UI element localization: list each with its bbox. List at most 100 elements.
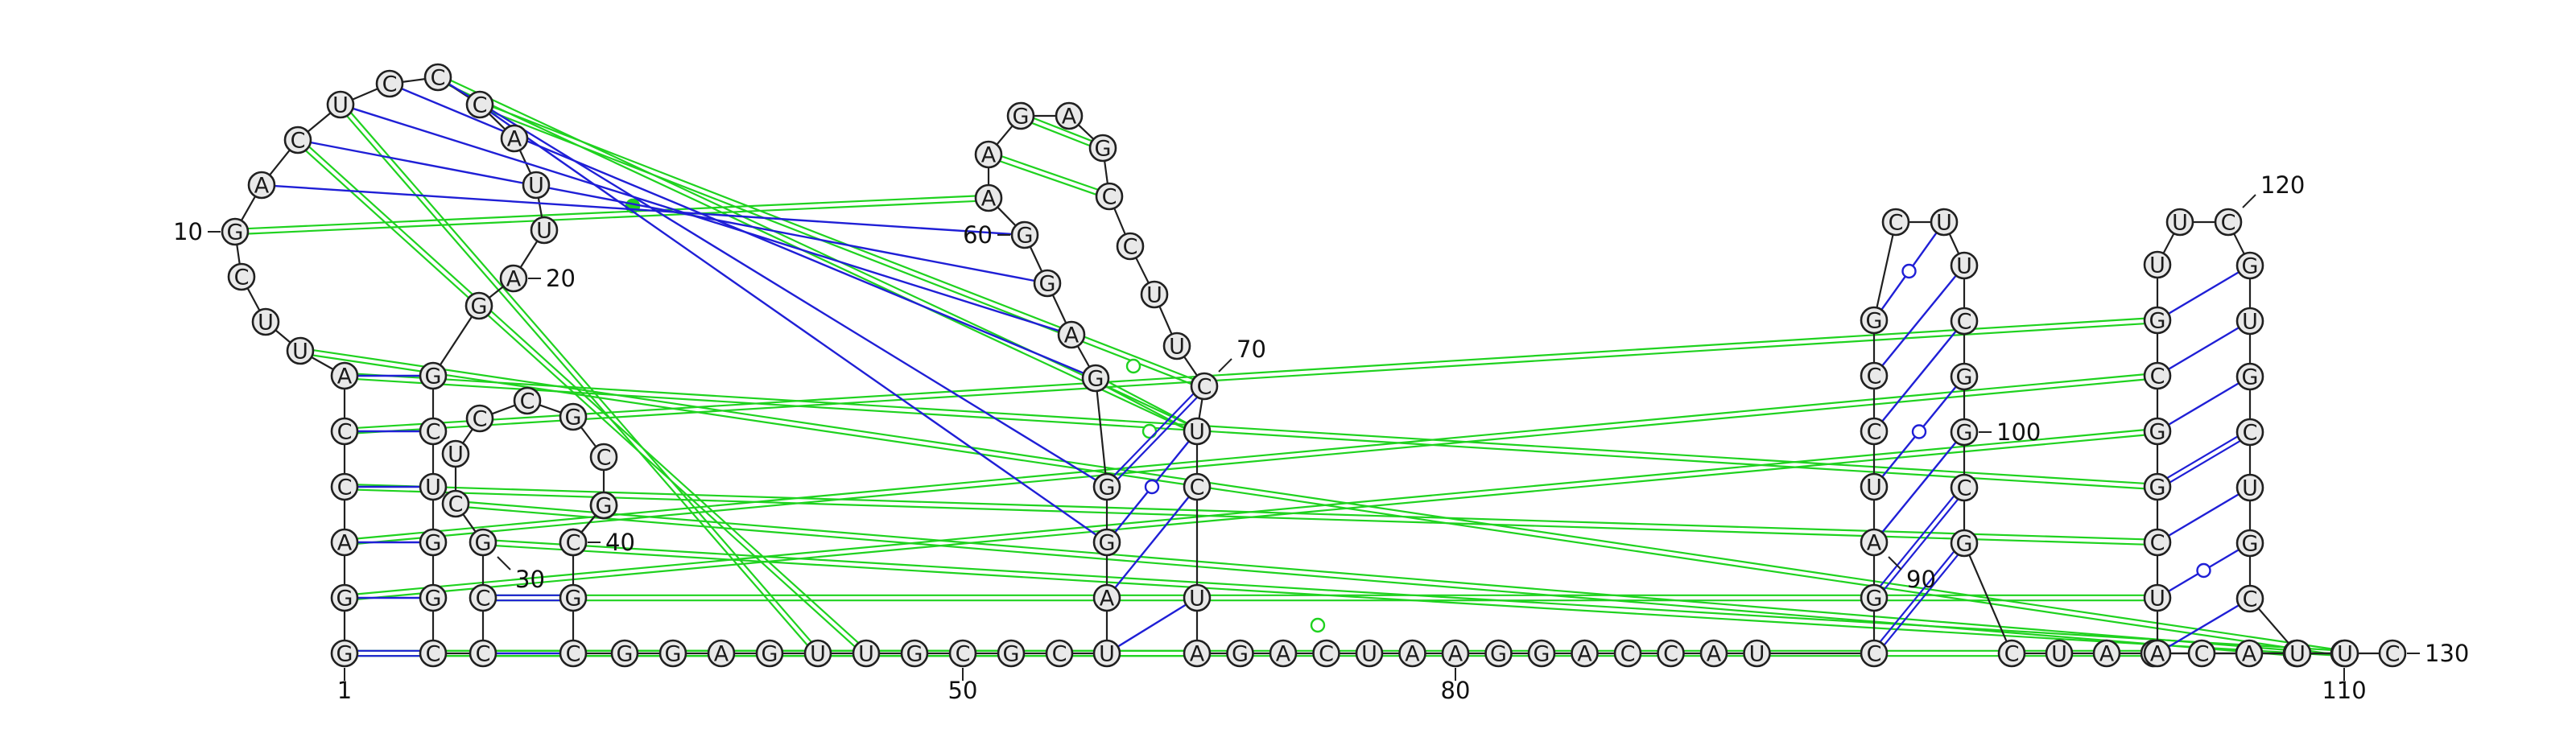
noncanonical-interaction [357, 317, 2145, 429]
nucleotide-base: C [597, 446, 612, 471]
nucleotide: G [2235, 362, 2264, 391]
nucleotide: A [500, 124, 529, 153]
nucleotide-base: A [1577, 642, 1592, 667]
position-label: 60 [963, 221, 993, 249]
nucleotide-circle [1183, 472, 1212, 501]
nucleotide-circle [1226, 639, 1254, 668]
nucleotide-base: A [714, 642, 729, 667]
nucleotide-circle [1527, 639, 1556, 668]
nucleotide-circle [589, 443, 618, 472]
nucleotide: G [1950, 362, 1979, 391]
nucleotide-base: G [1013, 105, 1030, 130]
nucleotide-circle [499, 264, 528, 293]
nucleotide-base: C [2385, 642, 2401, 667]
nucleotide-circle [1269, 639, 1298, 668]
backbone-segment [462, 428, 473, 444]
position-tick [497, 556, 511, 570]
nucleotide: C [1881, 208, 1910, 237]
nucleotide-base: A [981, 187, 997, 212]
backbone-segment [352, 88, 378, 101]
nucleotide-base: C [476, 642, 491, 667]
noncanonical-interaction [448, 84, 1185, 430]
nucleotide-base: A [507, 127, 522, 152]
nucleotide-base: U [2289, 642, 2306, 667]
noncanonical-interaction [999, 160, 1097, 196]
nucleotide-base: U [425, 476, 441, 500]
nucleotide-base: C [234, 266, 250, 290]
nucleotide-circle [2143, 361, 2172, 390]
nucleotide-circle [2092, 639, 2121, 668]
nucleotide-base: C [2004, 642, 2020, 667]
nucleotide: C [948, 639, 977, 668]
canonical-pair [1117, 396, 1198, 480]
nucleotide-base: U [528, 174, 544, 199]
nucleotide: C [1997, 639, 2026, 668]
nucleotide-circle [1162, 332, 1191, 360]
nucleotide-base: G [565, 587, 582, 612]
position-label: 120 [2260, 171, 2305, 199]
nucleotide-base: G [1956, 365, 1973, 390]
nucleotide-circle [658, 639, 687, 668]
nucleotide-circle [1006, 101, 1035, 130]
canonical-pair [2168, 604, 2240, 648]
position-ticks-layer [208, 194, 2420, 681]
nucleotide-circle [2283, 639, 2312, 668]
nucleotide-circle [330, 528, 359, 557]
nucleotide: U [2235, 307, 2264, 336]
nucleotide-circle [707, 639, 736, 668]
nucleotide-base: C [2150, 364, 2165, 389]
noncanonical-interaction [357, 488, 2145, 546]
nucleotide-circle [465, 404, 494, 433]
nucleotide-base: U [1936, 211, 1952, 236]
noncanonical-interaction [313, 349, 2332, 650]
nucleotide-base: C [476, 587, 491, 612]
nucleotide-circle [2143, 306, 2172, 335]
nucleotide-base: U [858, 642, 874, 667]
nucleotide-base: G [1088, 367, 1104, 392]
nucleotide: A [1092, 583, 1121, 612]
nucleotide: A [1183, 639, 1212, 668]
nucleotide-circle [1092, 583, 1121, 612]
nucleotide-base: A [2242, 642, 2257, 667]
nucleotide-base: C [1889, 211, 1904, 236]
nucleotide-circle [2187, 639, 2216, 668]
nucleotide: C [2143, 528, 2172, 557]
position-tick [1888, 556, 1902, 570]
backbone-segment [439, 315, 473, 366]
nucleotide-circle [755, 639, 784, 668]
nucleotide: A [2092, 639, 2121, 668]
backbone-segment [488, 113, 506, 130]
nucleotide-base: U [1361, 642, 1377, 667]
nucleotide-circle [1057, 320, 1086, 349]
nucleotide-circle [948, 639, 977, 668]
nucleotide: A [330, 528, 359, 557]
backbone-segment [537, 197, 543, 218]
nucleotide-base: C [2194, 642, 2210, 667]
canonical-pair [1883, 554, 1959, 646]
position-label: 50 [948, 677, 978, 704]
noncanonical-interaction [490, 110, 1192, 385]
backbone-segment [275, 329, 291, 344]
position-label: 130 [2425, 640, 2469, 667]
nucleotide: U [803, 639, 832, 668]
nucleotide: C [469, 583, 497, 612]
nucleotide: C [330, 417, 359, 446]
wobble-marker [1144, 479, 1160, 495]
nucleotide-base: U [292, 340, 308, 364]
nucleotide: G [1088, 134, 1117, 163]
nucleotide: U [2143, 583, 2172, 612]
nucleotide-circle [283, 126, 312, 154]
position-label: 100 [1996, 418, 2041, 446]
nucleotide: A [2235, 639, 2264, 668]
nucleotide: A [1441, 639, 1470, 668]
position-label: 20 [546, 265, 576, 292]
nucleotide-base: U [2242, 476, 2258, 501]
nucleotide-circle [330, 472, 359, 501]
nucleotide-base: U [332, 93, 349, 118]
noncanonical-interaction [492, 105, 1194, 381]
backbone-segment [307, 112, 332, 133]
canonical-pair [1879, 550, 1955, 643]
nucleotide-circle [803, 639, 832, 668]
noncanonical-interaction [495, 545, 2331, 657]
nucleotide-circle [1183, 583, 1212, 612]
